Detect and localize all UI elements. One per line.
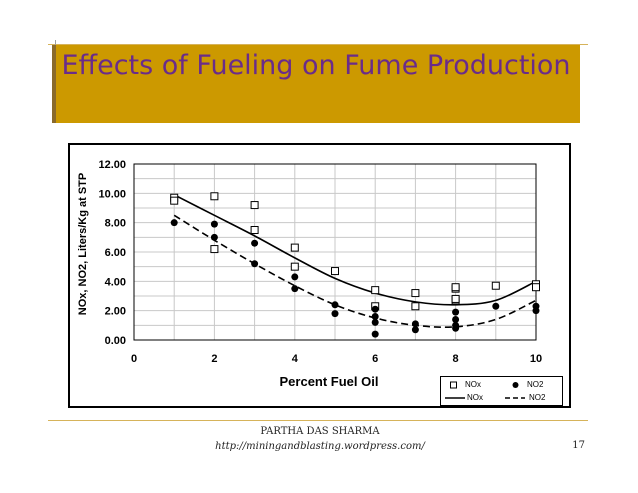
chart-legend: NOx NO2 NOx NO2 [440,376,563,406]
no2-point [331,301,339,309]
footer-author: PARTHA DAS SHARMA [260,426,380,437]
no2-point [411,320,419,328]
no2-point [291,285,299,293]
page-number: 17 [572,440,585,451]
no2-point [170,219,178,227]
chart-frame [68,143,571,408]
y-tick-label: 4.00 [105,276,126,288]
y-tick-label: 8.00 [105,218,126,230]
no2-point [492,302,500,310]
no2-point [210,220,218,228]
no2-point [452,308,460,316]
no2-point [371,313,379,321]
x-axis-label: Percent Fuel Oil [280,374,379,389]
nox-point [451,294,460,303]
footer-url: http://miningandblasting.wordpress.com/ [215,441,425,452]
legend-square-marker [450,381,457,389]
no2-point [371,305,379,313]
no2-point [452,324,460,332]
nox-point [331,267,339,276]
x-tick-label: 10 [530,353,542,365]
nox-point [210,192,219,201]
y-tick-label: 0.00 [105,335,126,347]
no2-point [251,260,259,268]
footer-rule [48,420,588,421]
x-tick-label: 2 [211,353,217,365]
slide-title: Effects of Fueling on Fume Production [61,50,571,81]
no2-trend-line [173,214,537,328]
nox-point [371,286,380,295]
no2-point [532,307,540,315]
no2-point [371,318,379,326]
legend-nox-curve-label: NOx [467,393,483,402]
y-tick-label: 12.00 [98,159,126,171]
nox-point [290,262,299,271]
x-tick-label: 6 [372,353,378,365]
nox-point [290,243,299,252]
title-top-rule [48,44,588,45]
nox-point [210,245,219,254]
nox-point [170,196,179,205]
title-band [52,45,580,123]
no2-point [210,233,218,241]
x-tick-label: 0 [131,353,137,365]
legend-dashed-line [505,397,525,399]
no2-point [452,315,460,323]
nox-point [250,226,259,234]
legend-no2-points-label: NO2 [527,380,544,389]
y-tick-label: 10.00 [98,188,126,200]
nox-point [491,281,500,290]
y-axis-label: NOx, NO2, Liters/Kg at STP [77,173,89,315]
plot-area [133,163,537,341]
nox-trend-line [173,194,537,306]
no2-point [331,310,339,318]
legend-solid-line [445,397,465,399]
nox-point [451,283,460,292]
legend-no2-curve-label: NO2 [529,393,546,402]
nox-point [250,201,259,210]
no2-point [291,273,299,281]
x-tick-label: 4 [292,353,299,365]
legend-nox-points-label: NOx [465,380,481,389]
nox-point [411,289,420,298]
nox-point [532,283,540,292]
y-tick-label: 6.00 [105,247,126,259]
nox-point [411,302,420,311]
x-tick-label: 8 [453,353,459,365]
legend-circle-marker [512,382,519,388]
no2-point [411,326,419,334]
no2-point [371,330,379,338]
y-tick-label: 2.00 [105,306,126,318]
no2-point [251,239,259,247]
